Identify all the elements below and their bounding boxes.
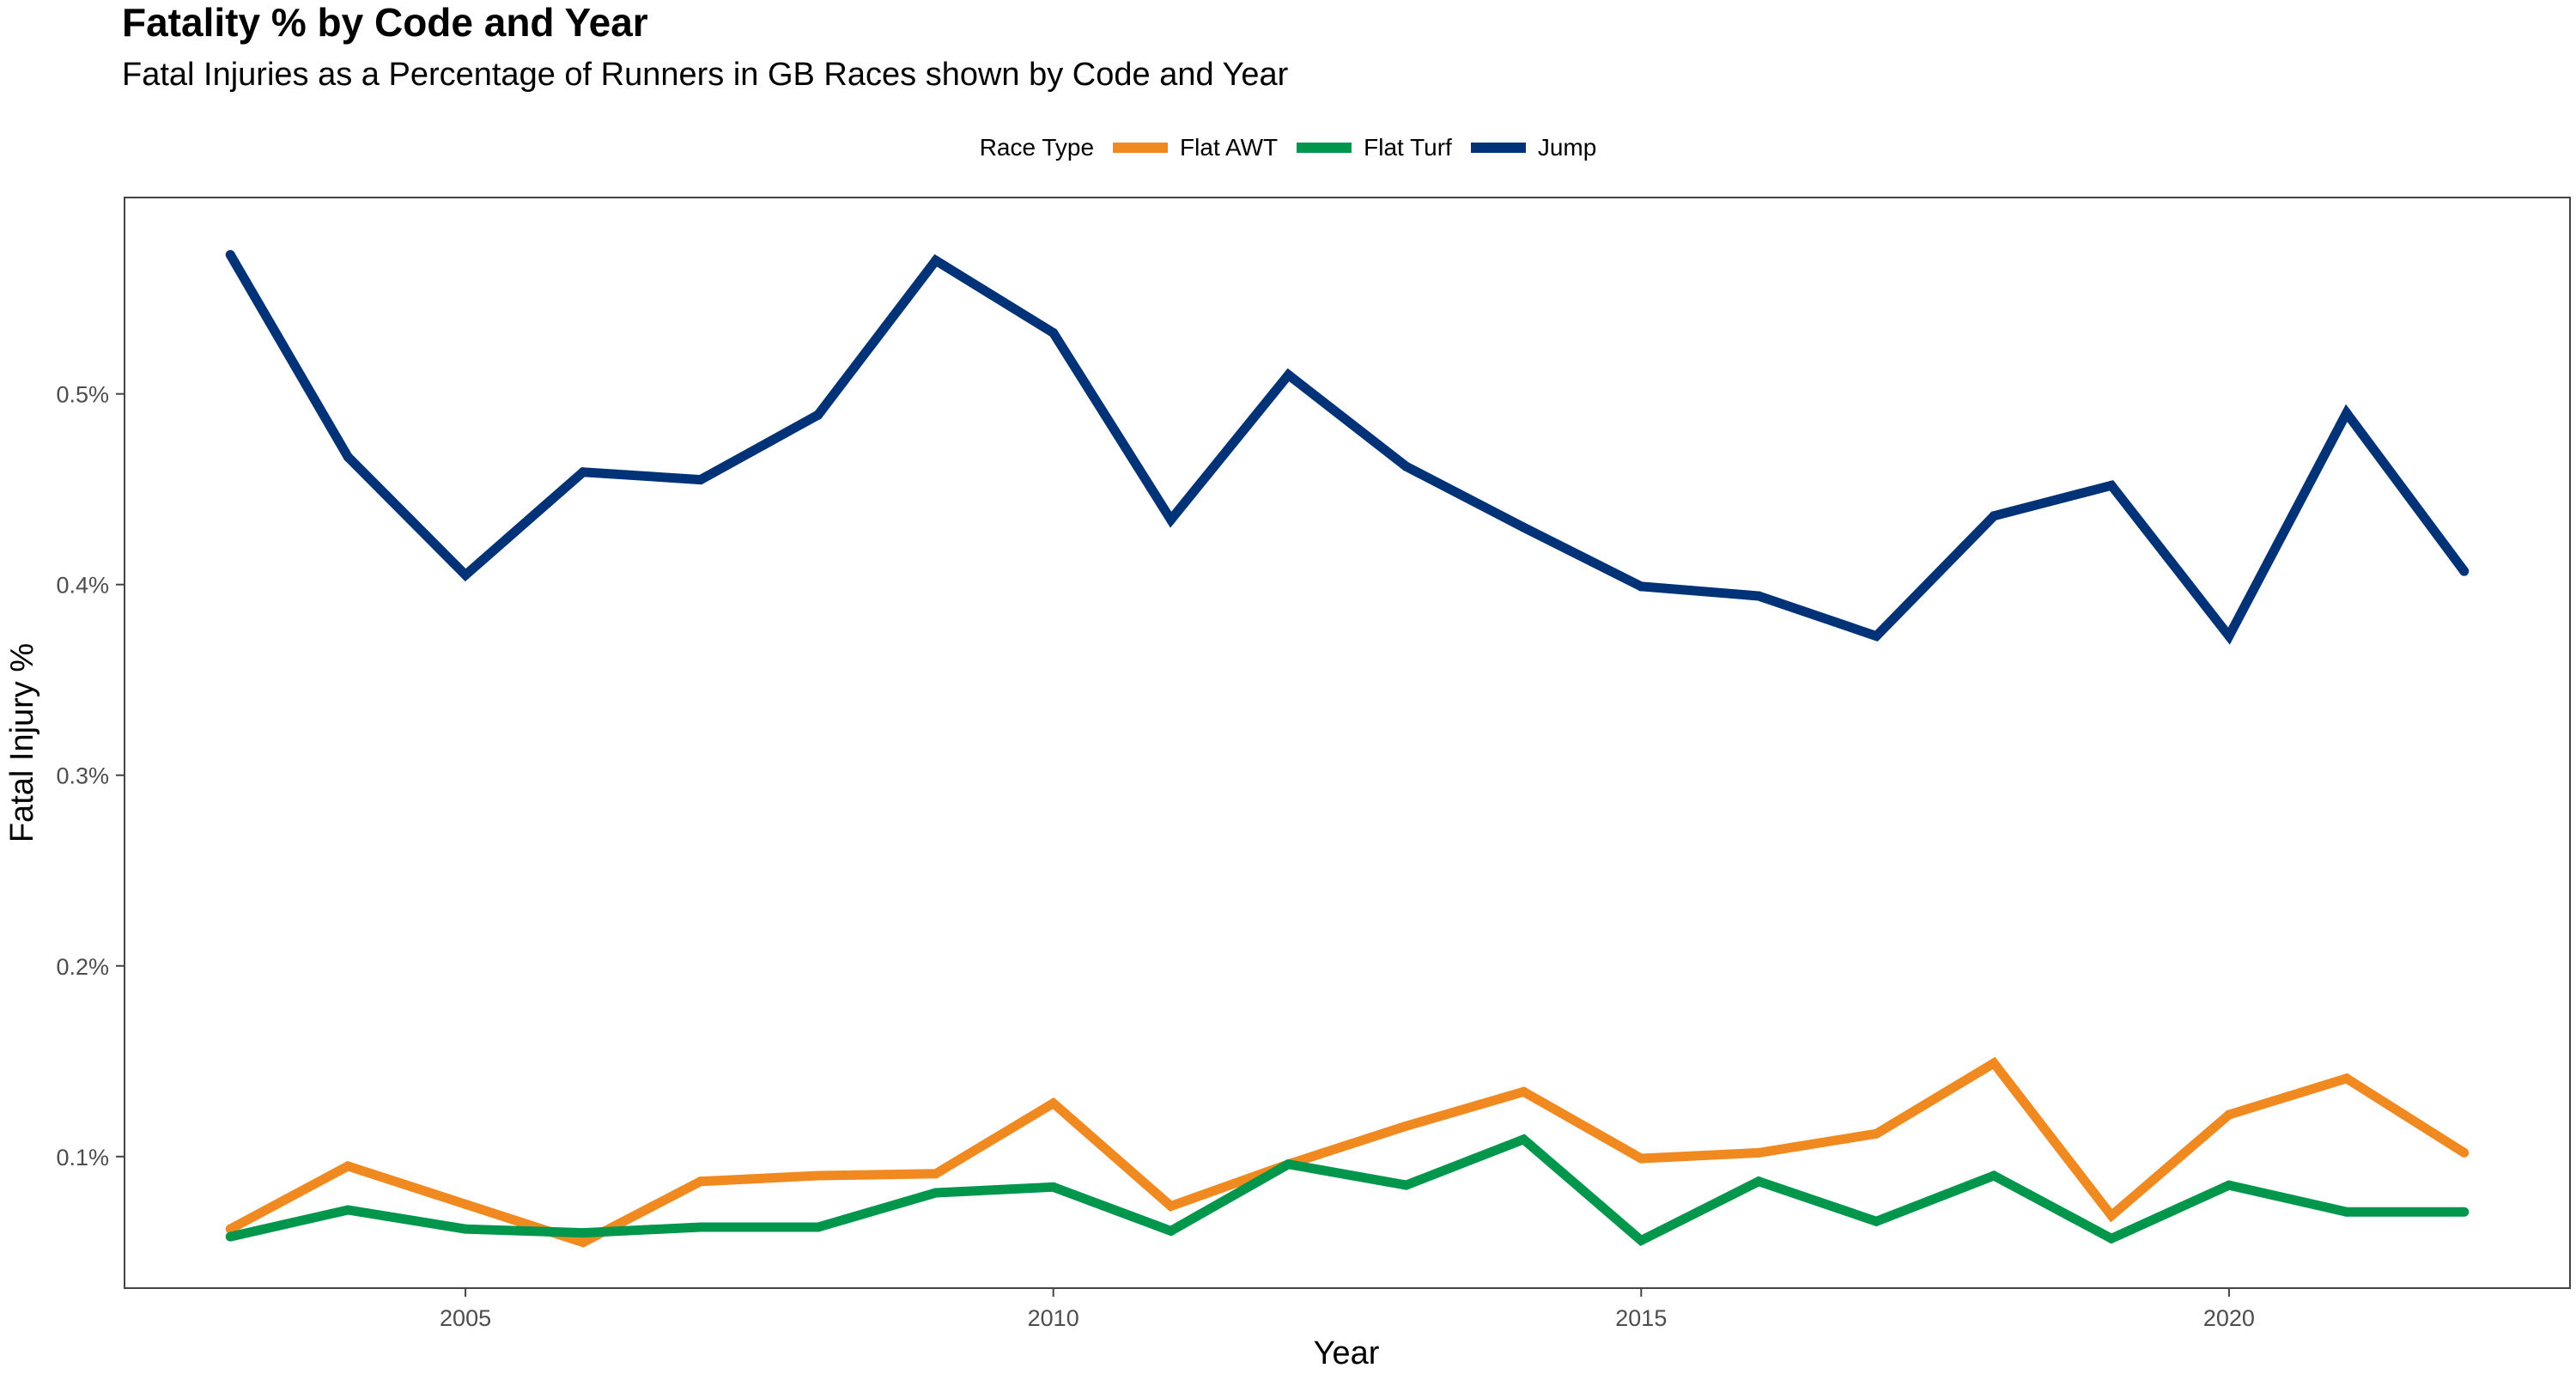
data-point-flat-awt — [931, 1169, 941, 1179]
x-tick-label: 2010 — [1028, 1305, 1079, 1331]
data-point-jump — [1989, 511, 1999, 521]
x-axis: 2005 2010 2015 2020 — [440, 1288, 2255, 1331]
x-tick-label: 2005 — [440, 1305, 491, 1331]
data-point-flat-awt — [2106, 1211, 2117, 1221]
data-point-flat-turf — [225, 1231, 235, 1242]
data-point-jump — [2106, 480, 2117, 490]
data-point-flat-turf — [1871, 1216, 1881, 1226]
legend: Race Type Flat AWT Flat Turf Jump — [0, 127, 2576, 168]
data-point-flat-turf — [1166, 1225, 1176, 1236]
data-point-flat-turf — [1518, 1134, 1528, 1145]
series-line-flat-turf — [228, 1134, 2464, 1247]
data-point-flat-turf — [1753, 1176, 1764, 1187]
series-line-jump — [226, 252, 2469, 645]
y-axis: 0.1% 0.2% 0.3% 0.4% 0.5% — [56, 382, 125, 1170]
data-point-jump — [813, 410, 823, 420]
data-point-jump — [2224, 631, 2234, 641]
data-point-flat-turf — [460, 1224, 471, 1234]
data-point-jump — [1518, 522, 1528, 532]
data-point-flat-turf — [1048, 1182, 1059, 1192]
data-point-flat-awt — [460, 1199, 471, 1209]
legend-item-jump: Jump — [1470, 134, 1597, 161]
data-point-flat-turf — [1636, 1235, 1646, 1245]
chart-subtitle: Fatal Injuries as a Percentage of Runner… — [122, 57, 1289, 93]
series-layer — [225, 250, 2470, 1248]
data-point-flat-awt — [1518, 1086, 1528, 1097]
chart-title: Fatality % by Code and Year — [122, 0, 648, 45]
legend-swatch-flat-awt — [1113, 143, 1169, 153]
data-point-flat-turf — [1400, 1180, 1411, 1190]
y-tick-label: 0.4% — [56, 573, 109, 599]
data-point-flat-awt — [578, 1237, 588, 1248]
data-point-jump — [931, 255, 941, 265]
data-point-flat-turf — [1989, 1170, 1999, 1181]
data-point-jump — [225, 250, 235, 260]
data-point-flat-awt — [2224, 1110, 2234, 1120]
data-point-flat-awt — [1400, 1121, 1411, 1131]
data-point-jump — [343, 452, 353, 462]
y-tick-label: 0.5% — [56, 382, 109, 408]
data-point-jump — [1400, 461, 1411, 471]
series-line-flat-awt — [228, 1056, 2467, 1248]
data-point-jump — [2342, 408, 2352, 418]
y-tick-label: 0.3% — [56, 763, 109, 789]
legend-item-flat-turf: Flat Turf — [1297, 134, 1452, 161]
y-axis-title: Fatal Injury % — [4, 643, 40, 842]
data-point-flat-turf — [1284, 1159, 1294, 1170]
data-point-flat-turf — [2459, 1207, 2470, 1217]
legend-title: Race Type — [979, 134, 1095, 161]
x-axis-title: Year — [1314, 1335, 1380, 1371]
data-point-flat-awt — [1753, 1147, 1764, 1158]
data-point-flat-awt — [2459, 1147, 2470, 1158]
data-point-jump — [460, 570, 471, 581]
data-point-flat-awt — [696, 1176, 706, 1187]
data-point-jump — [578, 467, 588, 477]
data-point-flat-awt — [1048, 1098, 1059, 1109]
data-point-flat-awt — [2342, 1073, 2352, 1084]
data-point-flat-awt — [1636, 1153, 1646, 1164]
data-point-flat-turf — [2342, 1207, 2352, 1217]
data-point-jump — [2459, 566, 2470, 576]
data-point-flat-turf — [931, 1188, 941, 1198]
legend-swatch-jump — [1470, 143, 1526, 153]
data-point-flat-turf — [813, 1222, 823, 1232]
data-point-flat-turf — [696, 1222, 706, 1232]
legend-item-flat-awt: Flat AWT — [1113, 134, 1278, 161]
x-tick-label: 2015 — [1615, 1305, 1667, 1331]
legend-label-jump: Jump — [1537, 134, 1597, 161]
data-point-flat-turf — [343, 1205, 353, 1215]
plot-panel — [124, 197, 2571, 1289]
data-point-flat-turf — [2106, 1233, 2117, 1243]
data-point-flat-awt — [1989, 1058, 1999, 1068]
data-point-jump — [1284, 369, 1294, 380]
legend-label-flat-turf: Flat Turf — [1364, 134, 1452, 161]
data-point-jump — [1166, 514, 1176, 525]
y-tick-label: 0.2% — [56, 954, 109, 980]
data-point-jump — [1636, 581, 1646, 592]
x-tick-label: 2020 — [2203, 1305, 2255, 1331]
data-point-flat-awt — [1871, 1128, 1881, 1139]
data-point-flat-awt — [813, 1170, 823, 1181]
data-point-jump — [1048, 328, 1059, 338]
data-point-flat-awt — [343, 1161, 353, 1171]
data-point-jump — [1871, 631, 1881, 641]
legend-swatch-flat-turf — [1297, 143, 1352, 153]
data-point-flat-awt — [1166, 1201, 1176, 1212]
y-tick-label: 0.1% — [56, 1145, 109, 1170]
data-point-jump — [1753, 591, 1764, 601]
data-point-jump — [696, 475, 706, 485]
data-point-flat-turf — [578, 1228, 588, 1238]
legend-label-flat-awt: Flat AWT — [1180, 134, 1279, 161]
data-point-flat-turf — [2224, 1180, 2234, 1190]
